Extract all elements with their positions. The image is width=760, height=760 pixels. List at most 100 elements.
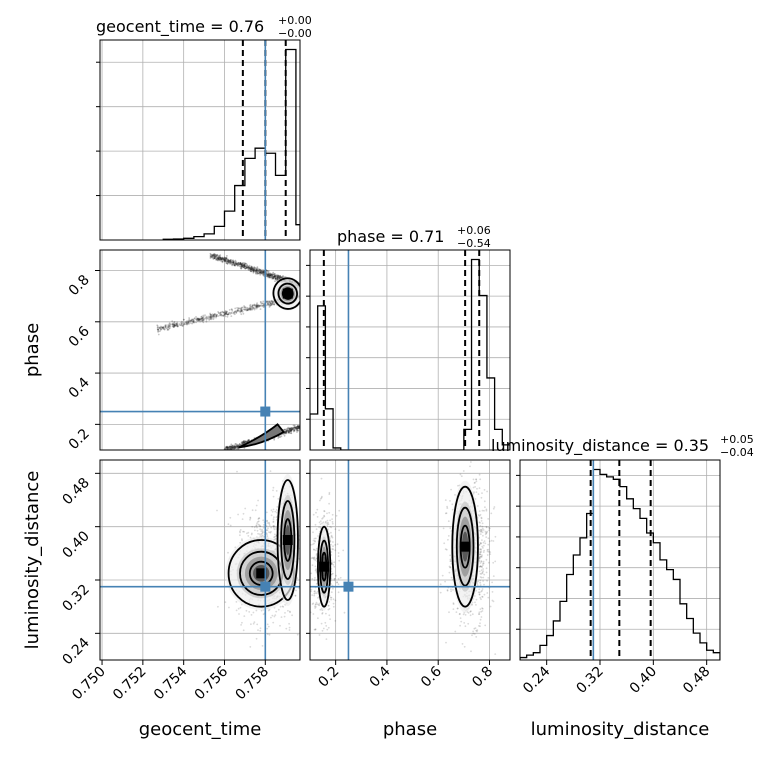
- scatter-geocent-time-vs-phase-sample: [267, 272, 270, 275]
- scatter-geocent-time-vs-phase-sample: [211, 255, 214, 257]
- scatter-geocent-time-vs-phase-sample: [234, 447, 237, 449]
- scatter-geocent-time-vs-phase-sample: [220, 258, 223, 261]
- scatter-geocent-time-vs-phase-sample: [224, 311, 227, 314]
- scatter-phase-vs-luminosity-distance-sample: [485, 525, 488, 528]
- scatter-geocent-time-vs-phase-sample: [234, 262, 237, 264]
- scatter-geocent-time-vs-phase-sample: [234, 446, 237, 449]
- scatter-geocent-time-vs-luminosity-distance-sample: [288, 610, 291, 613]
- scatter-geocent-time-vs-phase-sample: [209, 313, 212, 316]
- scatter-geocent-time-vs-luminosity-distance-sample: [247, 531, 250, 534]
- scatter-geocent-time-vs-phase-sample: [232, 259, 234, 262]
- scatter-geocent-time-vs-phase-sample: [277, 274, 279, 277]
- scatter-geocent-time-vs-phase-sample: [269, 276, 272, 279]
- scatter-geocent-time-vs-phase-sample: [257, 270, 260, 272]
- scatter-phase-vs-luminosity-distance-sample: [319, 520, 322, 522]
- scatter-geocent-time-vs-luminosity-distance-sample: [227, 551, 229, 554]
- scatter-geocent-time-vs-phase-sample: [207, 317, 210, 320]
- scatter-geocent-time-vs-phase-sample: [259, 270, 262, 272]
- scatter-geocent-time-vs-phase-sample: [250, 267, 253, 270]
- scatter-geocent-time-vs-luminosity-distance-sample: [217, 605, 219, 608]
- scatter-phase-vs-luminosity-distance-sample: [311, 556, 314, 559]
- scatter-phase-vs-luminosity-distance-sample: [464, 614, 467, 616]
- scatter-phase-vs-luminosity-distance-sample: [482, 529, 485, 531]
- scatter-geocent-time-vs-phase-sample: [290, 429, 293, 431]
- scatter-geocent-time-vs-phase-sample: [169, 324, 172, 326]
- scatter-geocent-time-vs-phase-sample: [239, 263, 242, 265]
- scatter-geocent-time-vs-phase-sample: [229, 261, 232, 263]
- scatter-geocent-time-vs-phase-sample: [213, 313, 216, 316]
- scatter-geocent-time-vs-phase-sample: [183, 323, 186, 325]
- scatter-geocent-time-vs-luminosity-distance-sample: [224, 601, 227, 604]
- scatter-geocent-time-vs-phase-sample: [288, 430, 291, 432]
- scatter-phase-vs-luminosity-distance-sample: [307, 574, 309, 576]
- scatter-geocent-time-vs-phase-sample: [296, 427, 299, 429]
- scatter-phase-vs-luminosity-distance-sample: [481, 522, 484, 525]
- scatter-geocent-time-vs-luminosity-distance-sample: [274, 535, 276, 538]
- scatter-geocent-time-vs-phase-sample: [234, 311, 236, 313]
- scatter-phase-vs-luminosity-distance-sample: [484, 533, 487, 536]
- scatter-geocent-time-vs-phase-sample: [244, 266, 247, 268]
- scatter-phase-vs-luminosity-distance-sample: [459, 613, 461, 615]
- scatter-phase-vs-luminosity-distance-sample: [481, 588, 484, 590]
- scatter-geocent-time-vs-phase-sample: [240, 307, 243, 309]
- scatter-geocent-time-vs-phase-sample: [232, 446, 235, 448]
- scatter-geocent-time-vs-phase-sample: [226, 446, 229, 449]
- scatter-geocent-time-vs-phase-sample: [215, 254, 218, 257]
- scatter-geocent-time-vs-phase-sample: [215, 256, 218, 259]
- scatter-geocent-time-vs-phase-sample: [269, 272, 272, 275]
- scatter-phase-vs-luminosity-distance-sample: [315, 569, 318, 572]
- scatter-geocent-time-vs-phase-sample: [210, 316, 213, 319]
- scatter-geocent-time-vs-phase-sample: [257, 272, 260, 275]
- scatter-geocent-time-vs-luminosity-distance-sample: [251, 509, 254, 512]
- scatter-geocent-time-vs-phase-sample: [249, 304, 251, 307]
- scatter-geocent-time-vs-phase-sample: [212, 254, 215, 256]
- scatter-geocent-time-vs-phase-sample: [223, 258, 226, 261]
- scatter-geocent-time-vs-luminosity-distance-sample: [259, 528, 262, 531]
- scatter-phase-vs-luminosity-distance-sample: [482, 551, 485, 553]
- scatter-geocent-time-vs-phase-sample: [252, 270, 255, 272]
- scatter-geocent-time-vs-phase-sample: [243, 306, 246, 309]
- scatter-geocent-time-vs-luminosity-distance-peak-contour-0: [276, 479, 299, 601]
- scatter-geocent-time-vs-phase-sample: [272, 303, 274, 305]
- scatter-geocent-time-vs-phase-sample: [209, 254, 212, 257]
- scatter-geocent-time-vs-phase-sample: [268, 272, 271, 275]
- scatter-phase-vs-luminosity-distance-sample: [321, 629, 324, 632]
- scatter-geocent-time-vs-phase-sample: [268, 273, 270, 276]
- scatter-geocent-time-vs-phase-sample: [246, 309, 249, 312]
- scatter-geocent-time-vs-phase-sample: [271, 274, 274, 277]
- scatter-geocent-time-vs-phase-sample: [267, 276, 270, 279]
- scatter-geocent-time-vs-phase-sample: [227, 258, 230, 261]
- scatter-phase-vs-luminosity-distance-sample: [312, 548, 315, 551]
- scatter-geocent-time-vs-phase-sample: [237, 307, 240, 310]
- scatter-geocent-time-vs-phase-sample: [294, 426, 297, 429]
- scatter-geocent-time-vs-phase-sample: [231, 310, 234, 312]
- scatter-geocent-time-vs-phase-sample: [238, 263, 241, 266]
- scatter-geocent-time-vs-phase-sample: [278, 277, 281, 279]
- scatter-phase-vs-luminosity-distance-sample: [311, 578, 314, 580]
- scatter-geocent-time-vs-phase-sample: [280, 276, 283, 279]
- scatter-phase-vs-luminosity-distance-sample: [478, 510, 481, 512]
- scatter-geocent-time-vs-phase-sample: [237, 309, 240, 311]
- scatter-phase-vs-luminosity-distance-sample: [450, 576, 453, 579]
- scatter-phase-vs-luminosity-distance-sample: [330, 579, 333, 582]
- scatter-geocent-time-vs-phase-sample: [238, 263, 240, 266]
- scatter-geocent-time-vs-phase-sample: [295, 426, 297, 429]
- xlabel-luminosity-distance: luminosity_distance: [531, 719, 710, 740]
- scatter-geocent-time-vs-phase-sample: [233, 311, 235, 314]
- scatter-geocent-time-vs-luminosity-distance-sample: [288, 622, 290, 625]
- scatter-phase-vs-luminosity-distance-sample: [477, 493, 480, 495]
- scatter-geocent-time-vs-phase-sample: [243, 305, 246, 307]
- scatter-geocent-time-vs-phase-sample: [221, 256, 224, 259]
- scatter-phase-vs-luminosity-distance-sample: [478, 473, 481, 476]
- scatter-geocent-time-vs-phase-sample: [200, 317, 202, 320]
- scatter-geocent-time-vs-luminosity-distance-sample: [301, 553, 303, 555]
- scatter-geocent-time-vs-phase-sample: [251, 308, 253, 311]
- scatter-geocent-time-vs-phase-sample: [217, 256, 220, 259]
- scatter-geocent-time-vs-phase-sample: [200, 318, 203, 320]
- scatter-geocent-time-vs-phase-sample: [233, 447, 236, 450]
- scatter-phase-vs-luminosity-distance-sample: [488, 526, 490, 529]
- scatter-geocent-time-vs-phase-sample: [196, 317, 198, 320]
- scatter-geocent-time-vs-phase-sample: [288, 428, 291, 431]
- scatter-geocent-time-vs-phase-sample: [183, 323, 186, 326]
- scatter-geocent-time-vs-phase-sample: [226, 445, 229, 448]
